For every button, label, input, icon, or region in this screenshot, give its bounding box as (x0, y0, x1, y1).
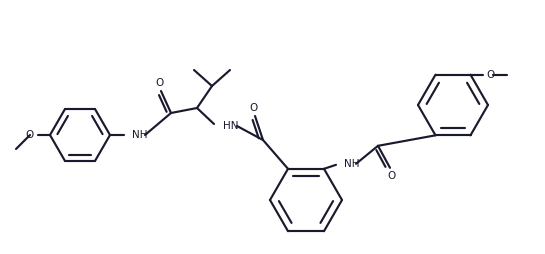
Text: O: O (156, 78, 164, 88)
Text: O: O (26, 130, 34, 140)
Text: HN: HN (223, 121, 239, 131)
Text: NH: NH (344, 159, 360, 169)
Text: O: O (487, 70, 495, 80)
Text: O: O (388, 171, 396, 181)
Text: NH: NH (132, 130, 148, 140)
Text: O: O (250, 103, 258, 113)
